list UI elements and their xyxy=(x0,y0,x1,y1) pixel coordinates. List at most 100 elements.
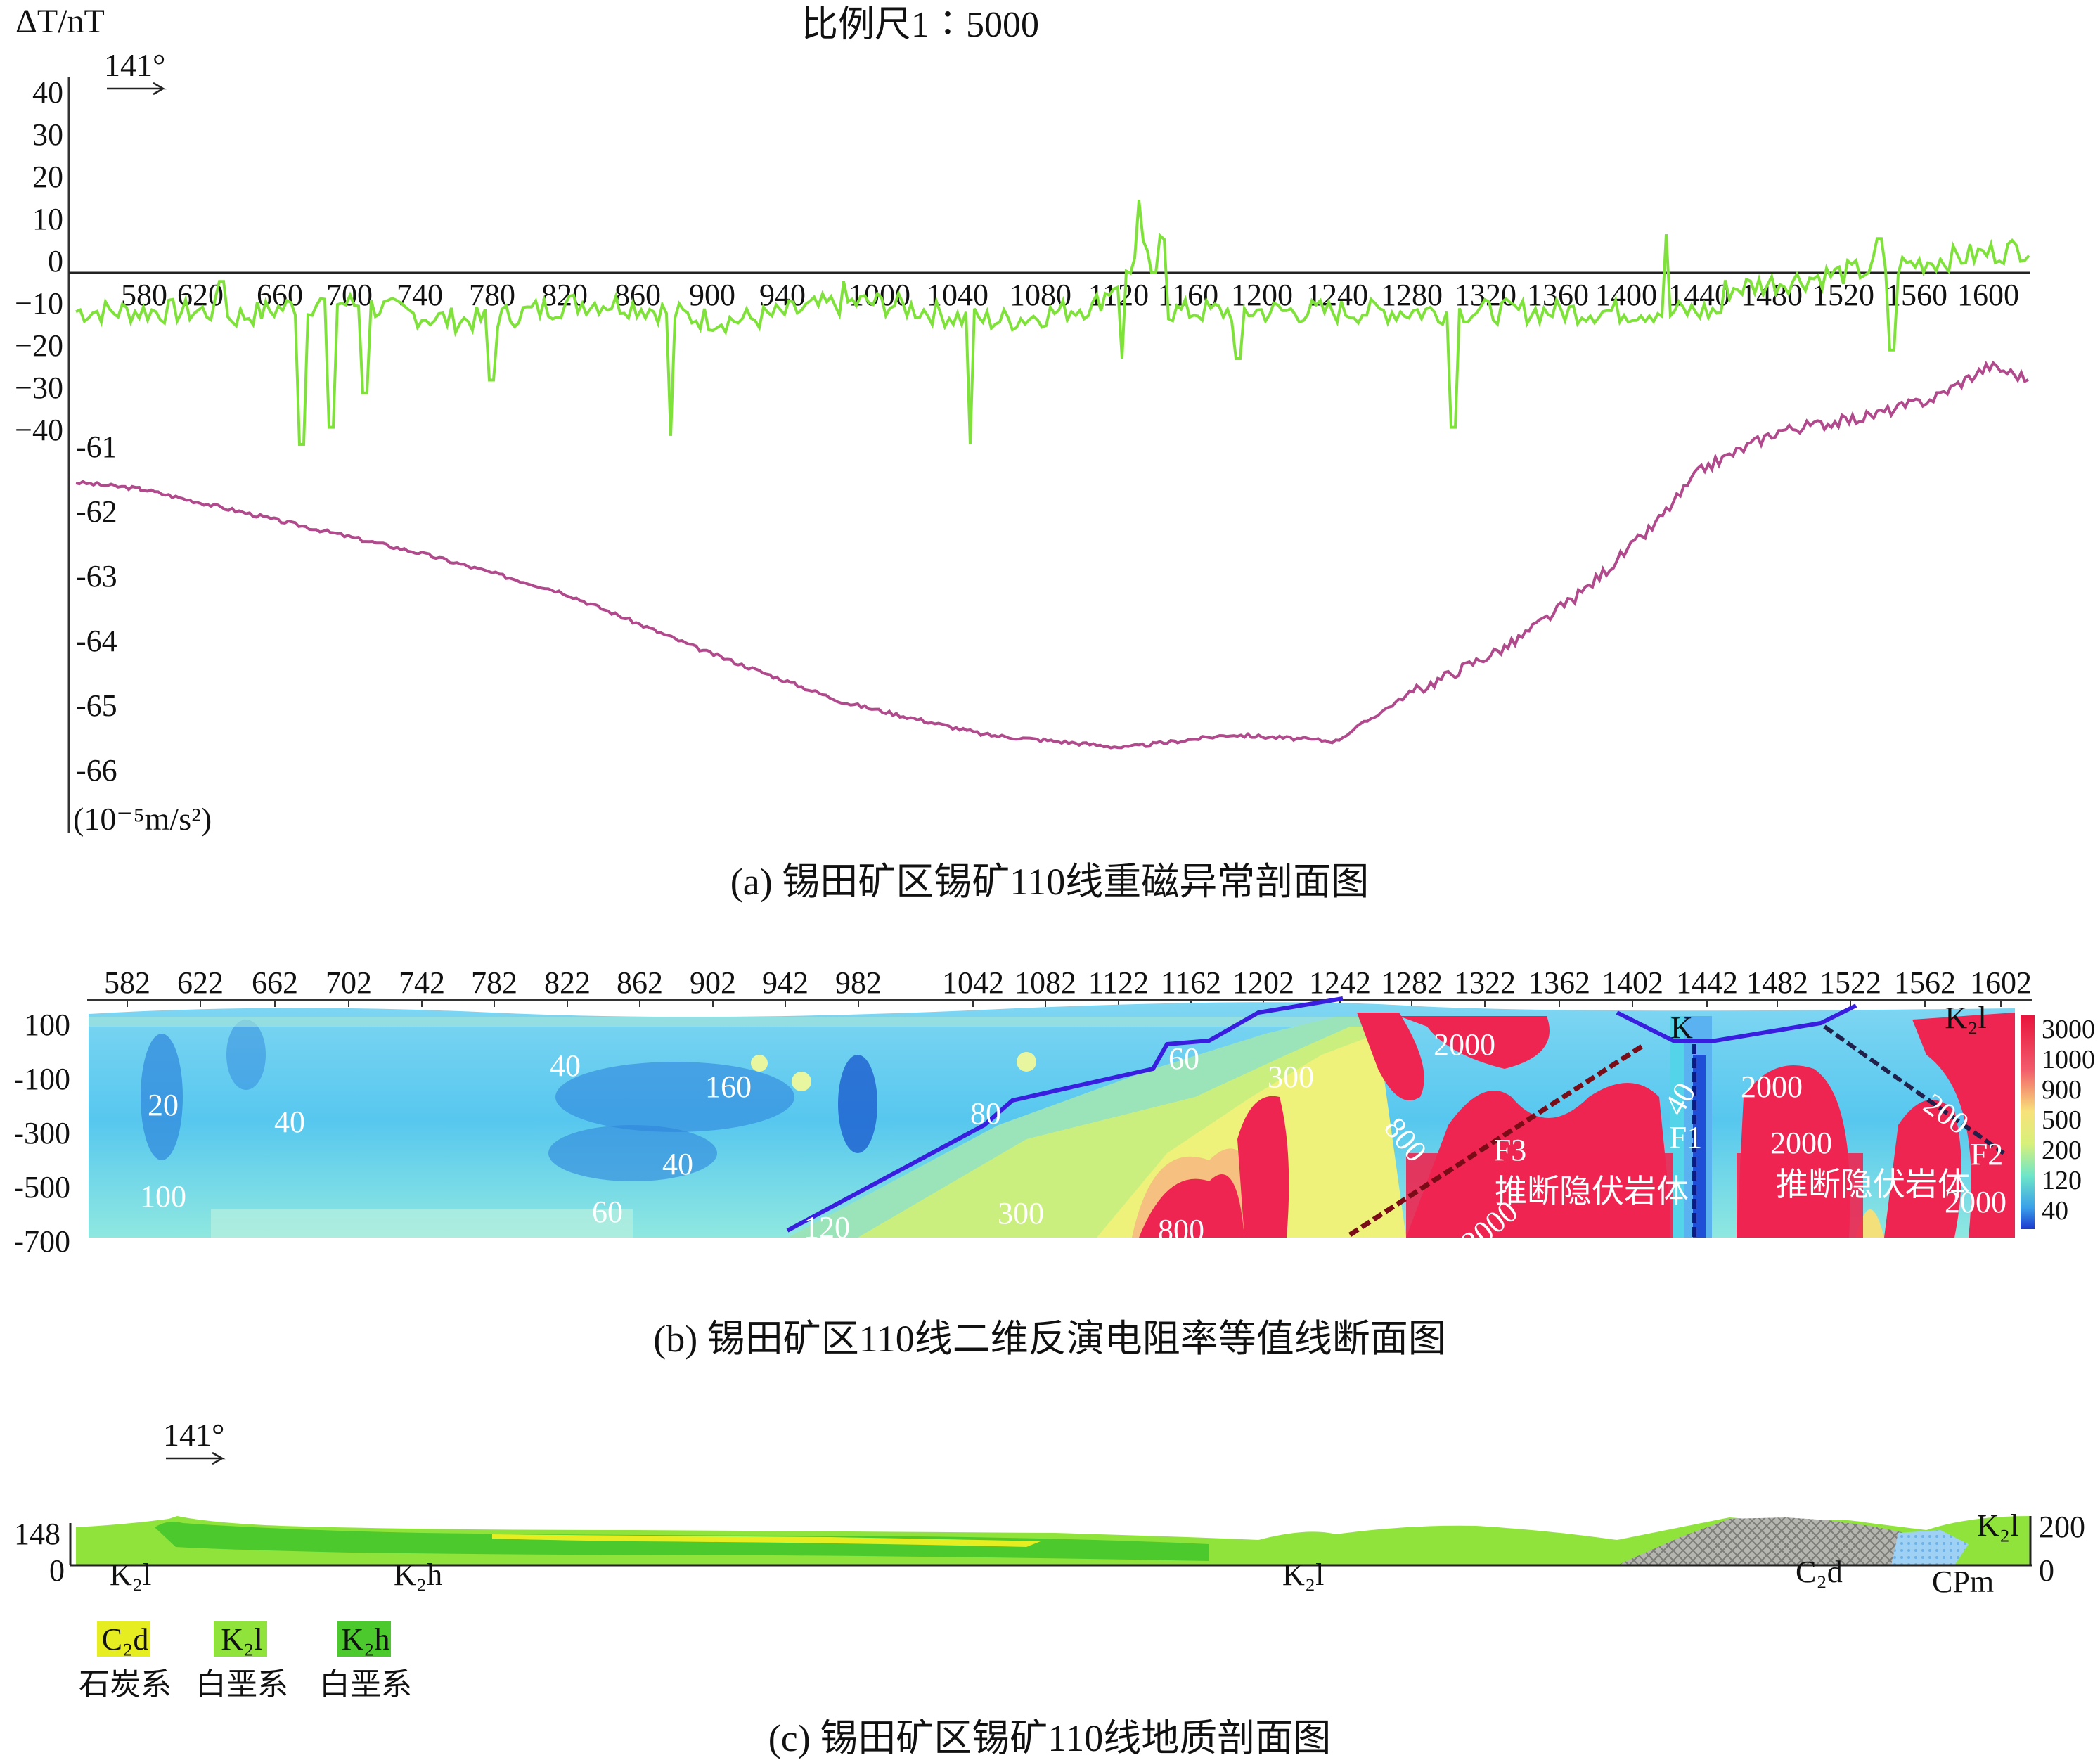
x-tick-label: 822 xyxy=(544,965,591,1000)
x-tick-label: 1360 xyxy=(1527,278,1589,312)
annotation-label: K xyxy=(1670,1010,1693,1045)
x-tick-label: 662 xyxy=(252,965,298,1000)
legend-code: K₂h xyxy=(341,1622,389,1657)
gravity-tick-label: -65 xyxy=(76,688,117,723)
x-tick-label: 582 xyxy=(104,965,150,1000)
strata-label: C₂d xyxy=(1796,1555,1843,1589)
annotation-label: F2 xyxy=(1971,1137,2003,1171)
contour-label: 800 xyxy=(1158,1213,1204,1247)
mag-tick-label: 20 xyxy=(32,160,63,194)
colorbar-label: 500 xyxy=(2042,1105,2082,1135)
legend-code: C₂d xyxy=(102,1622,149,1657)
strata-label: K₂h xyxy=(394,1557,442,1592)
x-tick-label: 1242 xyxy=(1309,965,1371,1000)
strata-label: K₂l xyxy=(110,1557,151,1592)
x-tick-label: 1402 xyxy=(1602,965,1663,1000)
x-tick-label: 1042 xyxy=(942,965,1004,1000)
depth-tick-label: -300 xyxy=(13,1116,70,1150)
legend-code: K₂l xyxy=(221,1622,262,1657)
resistivity-section xyxy=(89,996,2015,1238)
colorbar-label: 120 xyxy=(2042,1166,2082,1195)
x-tick-label: 860 xyxy=(614,278,661,312)
left-tick-0: 0 xyxy=(49,1553,65,1588)
panel-c: 141° 148 0 200 0 K₂l K₂h K₂l C₂d CPm K₂l… xyxy=(14,1417,2085,1759)
strata-label: K₂l xyxy=(1977,1508,2018,1543)
x-tick-label: 1200 xyxy=(1231,278,1293,312)
x-tick-label: 940 xyxy=(759,278,806,312)
left-tick-148: 148 xyxy=(14,1517,60,1551)
legend-c: C₂d 石炭系 K₂l 白垩系 K₂h 白垩系 xyxy=(79,1621,412,1702)
magnetic-y-ticks: 40 30 20 10 0 −10 −20 −30 −40 xyxy=(15,75,63,447)
contact-line xyxy=(786,996,1344,1233)
right-tick-200: 200 xyxy=(2039,1510,2085,1544)
contour-label: 20 xyxy=(148,1088,179,1122)
x-tick-label: 1440 xyxy=(1668,278,1730,312)
y-ticks-b: 100 -100 -300 -500 -700 xyxy=(13,1008,70,1259)
contour-label: 40 xyxy=(662,1147,693,1181)
gravity-tick-label: -63 xyxy=(76,559,117,593)
fault-F2 xyxy=(1823,1024,2005,1155)
x-tick-label: 1400 xyxy=(1595,278,1657,312)
legend-name: 石炭系 xyxy=(79,1667,172,1702)
contour-label: 60 xyxy=(592,1195,623,1229)
caption-a: (a) 锡田矿区锡矿110线重磁异常剖面图 xyxy=(730,861,1369,903)
arrow-icon xyxy=(166,1451,226,1465)
x-tick-label: 1442 xyxy=(1676,965,1738,1000)
depth-tick-label: -500 xyxy=(13,1170,70,1205)
x-tick-label: 1162 xyxy=(1161,965,1221,1000)
x-tick-label: 1362 xyxy=(1528,965,1590,1000)
legend-swatch xyxy=(337,1621,391,1657)
legend-name: 白垩系 xyxy=(319,1667,412,1702)
x-tick-label: 1522 xyxy=(1819,965,1881,1000)
x-tick-label: 1602 xyxy=(1970,965,2032,1000)
scale-label: 比例尺1∶5000 xyxy=(801,5,1039,45)
mag-tick-label: 40 xyxy=(32,75,63,110)
x-tick-label: 1082 xyxy=(1014,965,1076,1000)
colorbar-label: 1000 xyxy=(2042,1045,2095,1074)
annotation-label: 推断隐伏岩体 xyxy=(1776,1167,1970,1202)
mag-tick-label: 30 xyxy=(32,117,63,152)
x-tick-label: 1560 xyxy=(1886,278,1947,312)
caption-b: (b) 锡田矿区110线二维反演电阻率等值线断面图 xyxy=(653,1318,1445,1360)
annotation-label: F3 xyxy=(1494,1133,1526,1167)
mag-tick-label: −40 xyxy=(15,413,63,447)
x-tick-label: 1240 xyxy=(1306,278,1368,312)
x-tick-label: 1482 xyxy=(1746,965,1808,1000)
gravity-tick-label: -64 xyxy=(76,624,117,658)
azimuth-arrow-a: 141° xyxy=(104,47,167,96)
contour-label: 40 xyxy=(550,1048,581,1083)
depth-tick-label: -100 xyxy=(13,1062,70,1096)
x-tick-label: 1080 xyxy=(1010,278,1071,312)
contour-label: 2000 xyxy=(1741,1070,1803,1104)
x-tick-label: 1600 xyxy=(1957,278,2019,312)
x-tick-label: 1562 xyxy=(1894,965,1956,1000)
legend-name: 白垩系 xyxy=(195,1667,288,1702)
x-tick-label: 942 xyxy=(762,965,809,1000)
contour-label: 40 xyxy=(274,1105,305,1139)
depth-tick-label: 100 xyxy=(24,1008,70,1042)
gravity-tick-label: -61 xyxy=(76,430,117,464)
gravity-unit-label: (10⁻⁵m/s²) xyxy=(73,801,212,837)
mag-tick-label: 0 xyxy=(48,244,63,278)
depth-tick-label: -700 xyxy=(13,1224,70,1259)
x-tick-label: 982 xyxy=(835,965,882,1000)
x-tick-label: 622 xyxy=(177,965,224,1000)
colorbar-label: 3000 xyxy=(2042,1015,2095,1044)
strata-label: K₂l xyxy=(1282,1557,1324,1592)
x-tick-label: 1282 xyxy=(1381,965,1443,1000)
x-tick-label: 900 xyxy=(689,278,735,312)
legend-swatch xyxy=(97,1621,150,1657)
colorbar-label: 900 xyxy=(2042,1075,2082,1105)
azimuth-label-c: 141° xyxy=(163,1417,224,1453)
gravity-tick-label: -66 xyxy=(76,753,117,788)
x-tick-label: 1202 xyxy=(1232,965,1294,1000)
annotation-label: K₂l xyxy=(1945,1001,1986,1035)
strata-label: CPm xyxy=(1932,1565,1994,1599)
x-ticks-b: 582 622 662 702 742 782 822 862 902 942 982 1042 108… xyxy=(104,965,2032,1007)
mag-tick-label: −20 xyxy=(15,328,63,363)
x-tick-label: 1122 xyxy=(1088,965,1149,1000)
colorbar-label: 40 xyxy=(2042,1196,2068,1226)
panel-b: 582 622 662 702 742 782 822 862 902 942 982 1042 108… xyxy=(13,965,2095,1360)
fault-F3 xyxy=(1348,1042,1647,1237)
